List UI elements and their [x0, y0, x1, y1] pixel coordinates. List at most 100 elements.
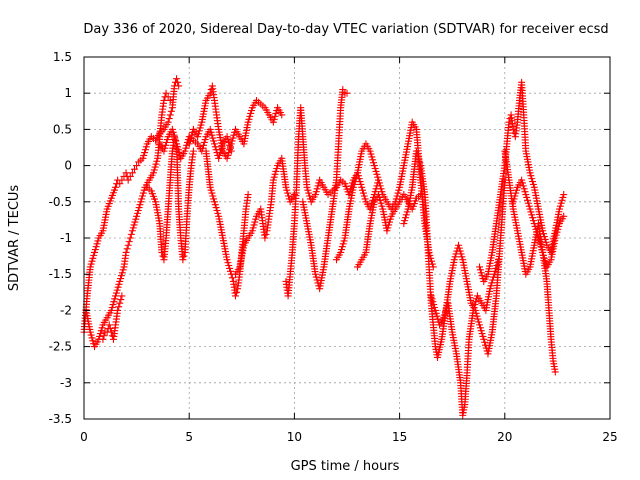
data-point-sat-f — [208, 189, 216, 197]
data-point-sat-a — [165, 115, 173, 123]
data-point-sat-e — [206, 89, 214, 97]
data-point-sat-q — [162, 138, 170, 146]
data-point-sat-j — [338, 243, 346, 251]
data-point-sat-l — [476, 321, 484, 329]
data-point-sat-j — [370, 162, 378, 170]
data-point-sat-b — [139, 189, 147, 197]
x-tick-label: 15 — [392, 430, 407, 444]
data-point-sat-h — [305, 189, 313, 197]
data-point-sat-k — [386, 218, 394, 226]
data-point-sat-b — [133, 209, 141, 217]
data-point-sat-q — [161, 144, 169, 152]
data-point-sat-a — [86, 263, 94, 271]
data-point-sat-e — [247, 107, 255, 115]
data-point-sat-q — [200, 138, 208, 146]
data-point-sat-b — [130, 221, 138, 229]
data-point-sat-b — [162, 89, 170, 97]
data-point-sat-p — [527, 208, 535, 216]
data-point-sat-p — [538, 246, 546, 254]
data-point-sat-q — [160, 147, 168, 155]
data-point-sat-b — [113, 286, 121, 294]
data-point-sat-j — [366, 147, 374, 155]
data-point-sat-j — [338, 246, 346, 254]
data-point-sat-p — [554, 225, 562, 233]
data-point-sat-n — [477, 269, 485, 277]
data-point-sat-p — [537, 243, 545, 251]
data-point-sat-c — [114, 306, 122, 314]
data-point-sat-i — [343, 89, 351, 97]
data-point-sat-p — [524, 196, 532, 204]
data-point-sat-q — [181, 147, 189, 155]
data-point-sat-l — [476, 324, 484, 332]
y-tick-label: -3.5 — [49, 412, 72, 426]
data-point-sat-f — [228, 274, 236, 282]
data-point-sat-m — [471, 301, 479, 309]
data-point-sat-m — [431, 306, 439, 314]
data-point-sat-p — [528, 211, 536, 219]
data-point-sat-p — [526, 205, 534, 213]
data-point-sat-j — [367, 150, 375, 158]
data-point-sat-e — [269, 118, 277, 126]
data-point-sat-q — [168, 125, 176, 133]
data-point-sat-n — [476, 266, 484, 274]
data-point-sat-q — [226, 141, 234, 149]
data-point-sat-l — [474, 315, 482, 323]
data-point-sat-m — [489, 276, 497, 284]
data-point-sat-n — [557, 199, 565, 207]
data-point-sat-b — [122, 248, 130, 256]
data-point-sat-m — [487, 282, 495, 290]
data-point-sat-b — [132, 215, 140, 223]
data-point-sat-m — [470, 304, 478, 312]
data-point-sat-g — [272, 167, 280, 175]
data-point-sat-e — [270, 115, 278, 123]
data-point-sat-m — [491, 267, 499, 275]
data-point-sat-j — [375, 176, 383, 184]
data-point-sat-g — [251, 218, 259, 226]
data-point-sat-b — [112, 289, 120, 297]
data-point-sat-k — [375, 193, 383, 201]
data-point-sat-h — [371, 188, 379, 196]
data-point-sat-a — [139, 154, 147, 162]
data-point-sat-a — [91, 246, 99, 254]
data-point-sat-a — [167, 107, 175, 115]
data-point-sat-p — [531, 222, 539, 230]
data-point-sat-b — [129, 224, 137, 232]
data-point-sat-l — [412, 147, 420, 155]
y-tick-label: -3 — [60, 376, 72, 390]
data-point-sat-f — [210, 198, 218, 206]
data-point-sat-l — [400, 220, 408, 228]
data-point-sat-n — [526, 169, 534, 177]
data-point-sat-b — [110, 298, 118, 306]
data-point-sat-p — [521, 188, 529, 196]
data-point-sat-b — [108, 304, 116, 312]
data-point-sat-b — [88, 334, 96, 342]
data-point-sat-m — [441, 308, 449, 316]
data-point-sat-m — [492, 264, 500, 272]
data-point-sat-q — [207, 128, 215, 136]
data-point-sat-e — [197, 121, 205, 129]
data-point-sat-h — [359, 186, 367, 194]
data-point-sat-f — [223, 256, 231, 264]
data-point-sat-p — [534, 234, 542, 242]
data-point-sat-a — [141, 149, 149, 157]
data-point-sat-e — [271, 112, 279, 120]
data-point-sat-a — [116, 180, 124, 188]
data-point-sat-j — [394, 189, 402, 197]
data-point-sat-n — [527, 172, 535, 180]
data-point-sat-g — [271, 170, 279, 178]
data-point-sat-e — [245, 115, 253, 123]
x-tick-label: 10 — [287, 430, 302, 444]
data-point-sat-q — [209, 134, 217, 142]
data-point-sat-b — [117, 272, 125, 280]
data-point-sat-b — [128, 227, 136, 235]
data-point-sat-e — [195, 127, 203, 135]
data-point-sat-q — [183, 141, 191, 149]
data-point-sat-l — [475, 318, 483, 326]
data-point-sat-l — [456, 247, 464, 255]
data-point-sat-h — [313, 185, 321, 193]
data-point-sat-o — [551, 368, 559, 376]
data-point-sat-q — [175, 149, 183, 157]
data-point-sat-f — [225, 262, 233, 270]
data-point-sat-q — [227, 147, 235, 155]
data-point-sat-g — [282, 183, 290, 191]
